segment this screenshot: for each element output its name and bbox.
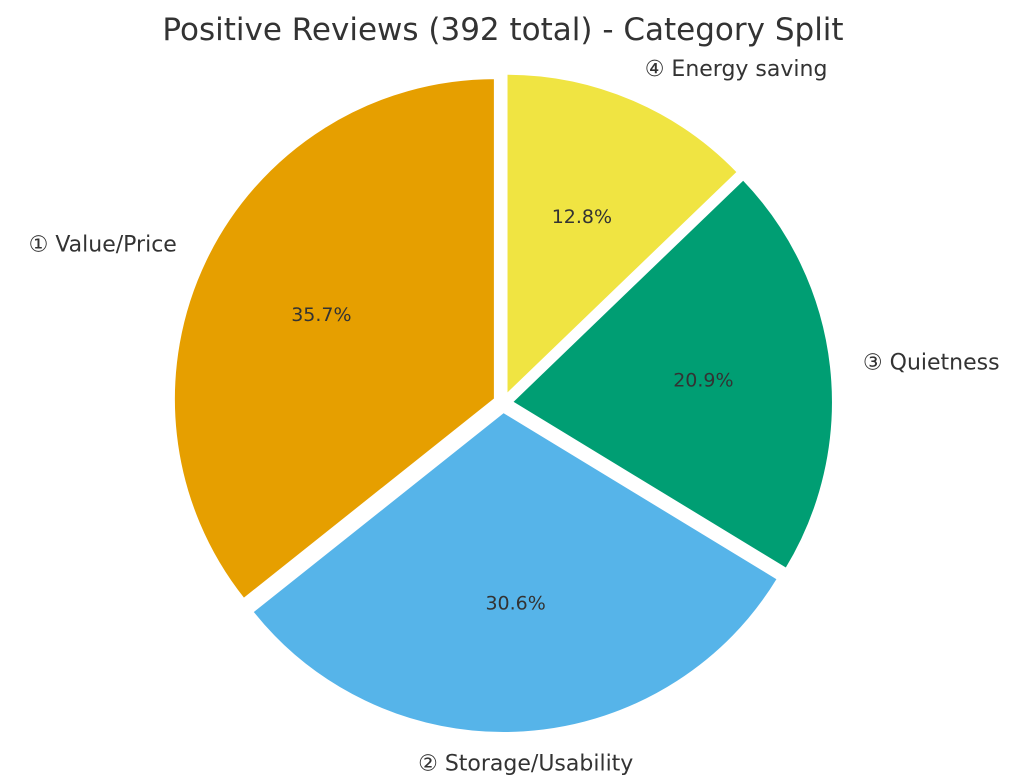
pie-slice-category-label: ④ Energy saving (645, 57, 828, 82)
chart-title: Positive Reviews (392 total) - Category … (162, 12, 843, 48)
pie-slice-value-price (172, 77, 496, 601)
pie-slice-energy-saving (505, 72, 740, 398)
pie-slice-percent-label: 12.8% (552, 206, 612, 228)
pie-slice-category-label: ① Value/Price (29, 233, 177, 258)
pie-slice-percent-label: 35.7% (291, 304, 351, 326)
pie-slice-percent-label: 30.6% (485, 593, 545, 615)
pie-slice-storage-usability (251, 410, 780, 734)
pie-slice-quietness (510, 177, 834, 571)
pie-labels: 35.7% ① Value/Price 30.6% ② Storage/Usabili… (29, 57, 1000, 777)
pie-slice-category-label: ③ Quietness (863, 350, 1000, 375)
pie-slice-percent-label: 20.9% (673, 369, 733, 391)
pie-slice-category-label: ② Storage/Usability (418, 751, 633, 776)
pie-slices (172, 72, 834, 734)
